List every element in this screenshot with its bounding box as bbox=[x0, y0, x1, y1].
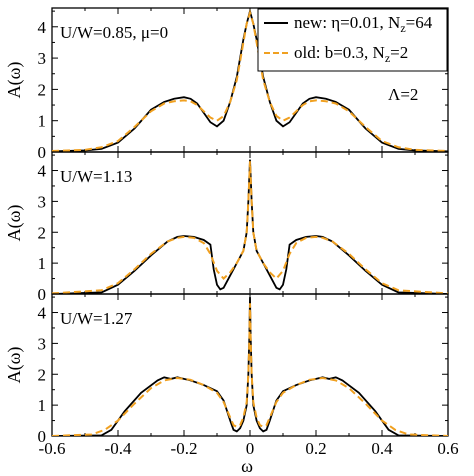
panel-annotation: U/W=1.27 bbox=[60, 309, 133, 328]
y-tick-label: 2 bbox=[38, 80, 47, 99]
legend: new: η=0.01, Nz=64 old: b=0.3, Nz=2 bbox=[257, 8, 448, 72]
y-tick-label: 1 bbox=[38, 396, 47, 415]
legend-entry-old: old: b=0.3, Nz=2 bbox=[294, 43, 408, 65]
y-tick-label: 4 bbox=[38, 18, 47, 37]
y-tick-label: 2 bbox=[38, 365, 47, 384]
x-tick-label: 0 bbox=[246, 439, 255, 458]
y-tick-label: 1 bbox=[38, 112, 47, 131]
panel-2: 0 1 2 3 4 A(ω) U/W=1.13 bbox=[4, 151, 449, 304]
x-axis-label: ω bbox=[241, 456, 253, 476]
panel-annotation: U/W=1.13 bbox=[60, 167, 132, 186]
y-tick-label: 4 bbox=[38, 304, 47, 323]
y-tick-label: 1 bbox=[38, 254, 47, 273]
x-tick-label: -0.4 bbox=[105, 439, 132, 458]
x-tick-label: 0.6 bbox=[437, 439, 458, 458]
y-tick-label: 3 bbox=[38, 192, 47, 211]
lambda-annotation: Λ=2 bbox=[388, 85, 418, 104]
x-tick-label: -0.2 bbox=[171, 439, 198, 458]
panel-1: 0 1 2 3 4 A(ω) U/W=0.85, μ=0 Λ=2 new: η=0.01, Nz… bbox=[4, 7, 449, 162]
y-axis-label: A(ω) bbox=[4, 347, 25, 384]
x-tick-label: -0.6 bbox=[39, 439, 66, 458]
series-old-line bbox=[52, 9, 448, 152]
x-tick-label: 0.4 bbox=[371, 439, 393, 458]
x-tick-label: 0.2 bbox=[305, 439, 326, 458]
y-tick-label: 3 bbox=[38, 49, 47, 68]
series-old-line bbox=[52, 303, 448, 436]
panel-3: 0 1 2 3 4 -0.6 -0.4 -0.2 0 0.2 0.4 0.6 A(ω) U/W=1.27 bbox=[4, 293, 459, 458]
y-tick-label: 4 bbox=[38, 162, 47, 181]
panel-annotation: U/W=0.85, μ=0 bbox=[60, 23, 168, 42]
y-tick-label: 0 bbox=[38, 285, 47, 304]
legend-box bbox=[257, 8, 448, 72]
series-old-line bbox=[52, 161, 448, 294]
y-tick-label: 0 bbox=[38, 427, 47, 446]
y-tick-label: 2 bbox=[38, 223, 47, 242]
y-axis-label: A(ω) bbox=[4, 205, 25, 242]
legend-entry-new: new: η=0.01, Nz=64 bbox=[294, 13, 433, 35]
y-tick-label: 3 bbox=[38, 334, 47, 353]
y-tick-label: 0 bbox=[38, 143, 47, 162]
y-axis-label: A(ω) bbox=[4, 62, 25, 99]
